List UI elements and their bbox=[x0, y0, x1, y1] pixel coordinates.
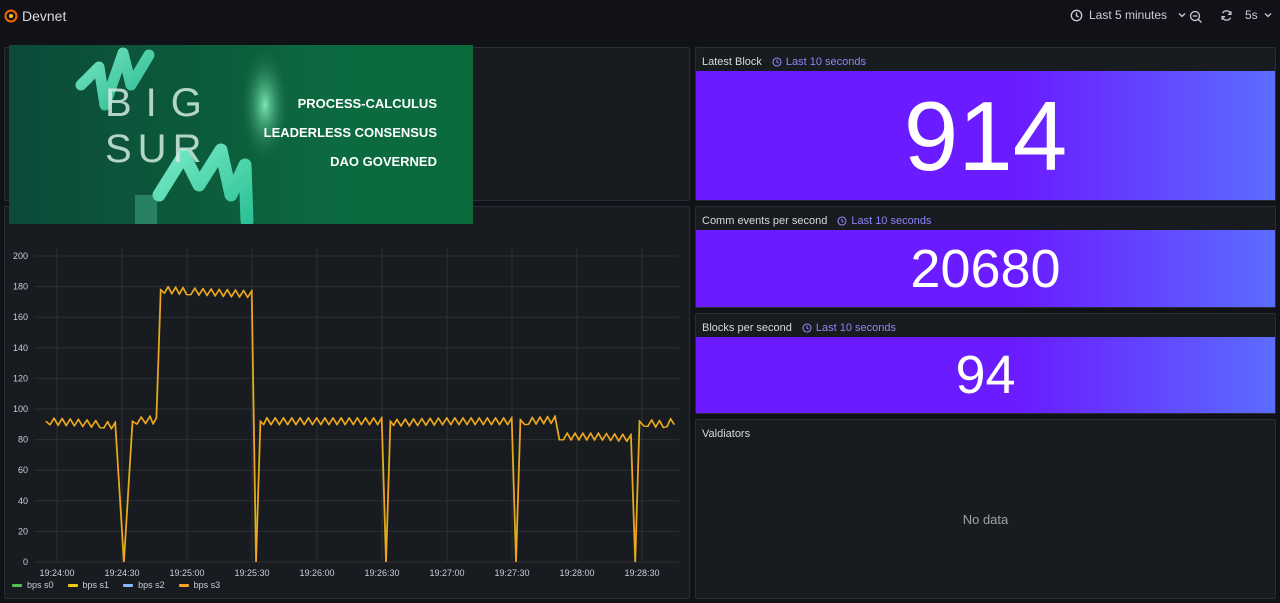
dashboard-title[interactable]: Devnet bbox=[22, 8, 67, 24]
y-tick-label: 80 bbox=[18, 435, 28, 445]
y-tick-label: 20 bbox=[18, 526, 28, 536]
x-tick-label: 19:26:30 bbox=[364, 568, 399, 578]
series-line-s3 bbox=[45, 285, 676, 563]
banner-line-2: LEADERLESS CONSENSUS bbox=[263, 125, 437, 140]
panel-time-info: Last 10 seconds bbox=[837, 215, 931, 227]
no-data-message: No data bbox=[962, 512, 1009, 527]
grafana-logo-icon[interactable] bbox=[4, 9, 18, 23]
panel-title[interactable]: Blocks per second bbox=[702, 322, 792, 334]
x-tick-label: 19:27:30 bbox=[494, 568, 529, 578]
x-tick-label: 19:26:00 bbox=[299, 568, 334, 578]
x-tick-label: 19:27:00 bbox=[429, 568, 464, 578]
legend-label: bps s2 bbox=[138, 580, 165, 590]
banner-big-text: BIG bbox=[105, 81, 216, 125]
y-tick-label: 160 bbox=[13, 312, 28, 322]
big-sur-banner-image: BIG SUR PROCESS-CALCULUS LEADERLESS CONS… bbox=[9, 45, 473, 224]
refresh-picker[interactable]: 5s bbox=[1220, 8, 1273, 22]
x-tick-label: 19:24:30 bbox=[104, 568, 139, 578]
panel-time-label: Last 10 seconds bbox=[785, 56, 867, 68]
clock-icon bbox=[802, 323, 812, 333]
panel-title[interactable]: Latest Block bbox=[702, 56, 762, 68]
panel-header: Valdiators bbox=[702, 426, 750, 442]
panel-time-label: Last 10 seconds bbox=[851, 215, 932, 227]
banner-line-1: PROCESS-CALCULUS bbox=[297, 96, 437, 111]
comm-events-value: 20680 bbox=[910, 238, 1061, 299]
latest-block-panel: Latest Block Last 10 seconds 914 bbox=[695, 47, 1276, 201]
x-tick-label: 19:28:30 bbox=[624, 568, 659, 578]
panel-time-label: Last 10 seconds bbox=[815, 322, 897, 334]
series-line-s1 bbox=[45, 285, 675, 563]
clock-icon bbox=[1070, 9, 1083, 21]
banner-art bbox=[75, 45, 291, 224]
y-tick-label: 180 bbox=[13, 282, 28, 292]
top-bar: Devnet Last 5 minutes 5s bbox=[0, 0, 1280, 34]
comm-events-panel: Comm events per second Last 10 seconds 2… bbox=[695, 206, 1276, 308]
x-tick-label: 19:25:00 bbox=[169, 568, 204, 578]
chart-legend: bps s0 bps s1 bps s2 bps s3 bbox=[12, 580, 234, 590]
stat-background: 914 bbox=[696, 71, 1275, 200]
stat-background: 20680 bbox=[696, 230, 1275, 307]
panel-time-info: Last 10 seconds bbox=[772, 56, 866, 68]
legend-item-s2[interactable]: bps s2 bbox=[123, 580, 165, 590]
legend-label: bps s3 bbox=[193, 580, 221, 590]
legend-swatch bbox=[12, 583, 22, 587]
refresh-interval-label: 5s bbox=[1245, 8, 1258, 22]
x-tick-label: 19:24:00 bbox=[39, 568, 74, 578]
y-tick-label: 100 bbox=[13, 404, 28, 414]
panel-time-info: Last 10 seconds bbox=[802, 322, 896, 334]
refresh-icon[interactable] bbox=[1220, 9, 1233, 22]
legend-label: bps s0 bbox=[27, 580, 54, 590]
zoom-out-icon[interactable] bbox=[1189, 10, 1203, 24]
legend-swatch bbox=[178, 583, 189, 587]
y-tick-label: 200 bbox=[13, 251, 28, 261]
banner-line-3: DAO GOVERNED bbox=[330, 154, 437, 169]
chevron-down-icon bbox=[1264, 13, 1272, 18]
blocks-per-second-panel: Blocks per second Last 10 seconds 94 bbox=[695, 313, 1276, 414]
latest-block-value: 914 bbox=[903, 80, 1068, 191]
panel-header: Comm events per second Last 10 seconds bbox=[702, 213, 931, 229]
legend-item-s1[interactable]: bps s1 bbox=[67, 580, 110, 590]
legend-item-s0[interactable]: bps s0 bbox=[12, 580, 54, 590]
banner-sur-text: SUR bbox=[105, 127, 208, 171]
stat-background: 94 bbox=[696, 337, 1275, 413]
legend-swatch bbox=[67, 583, 78, 587]
time-range-label: Last 5 minutes bbox=[1089, 8, 1168, 22]
clock-icon bbox=[772, 57, 782, 67]
bps-chart-panel bbox=[4, 206, 690, 599]
validators-panel: Valdiators No data bbox=[695, 419, 1276, 599]
legend-swatch bbox=[123, 583, 134, 587]
panel-header: Latest Block Last 10 seconds bbox=[702, 54, 866, 70]
blocks-per-second-value: 94 bbox=[955, 345, 1016, 405]
y-tick-label: 120 bbox=[13, 373, 28, 383]
panel-title[interactable]: Comm events per second bbox=[702, 215, 828, 227]
x-tick-label: 19:25:30 bbox=[234, 568, 269, 578]
x-tick-label: 19:28:00 bbox=[559, 568, 594, 578]
legend-label: bps s1 bbox=[82, 580, 110, 590]
legend-item-s3[interactable]: bps s3 bbox=[178, 580, 221, 590]
y-tick-label: 60 bbox=[18, 465, 28, 475]
panel-header: Blocks per second Last 10 seconds bbox=[702, 320, 896, 336]
time-range-picker[interactable]: Last 5 minutes bbox=[1070, 8, 1187, 22]
y-tick-label: 140 bbox=[13, 343, 28, 353]
chevron-down-icon bbox=[1178, 13, 1186, 18]
y-tick-label: 40 bbox=[18, 496, 28, 506]
panel-title[interactable]: Valdiators bbox=[702, 428, 751, 440]
y-tick-label: 0 bbox=[23, 557, 28, 567]
clock-icon bbox=[837, 216, 847, 226]
